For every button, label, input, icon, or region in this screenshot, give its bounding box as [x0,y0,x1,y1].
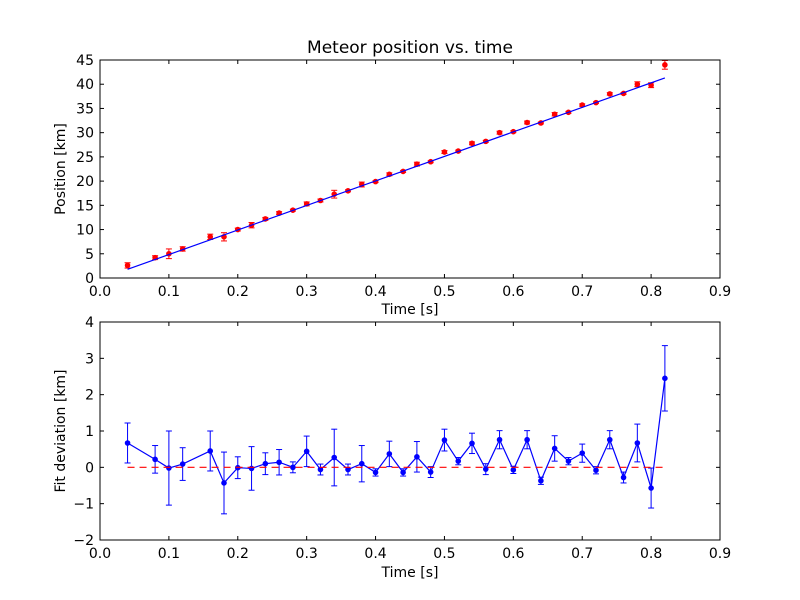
x-tick-label: 0.8 [640,284,662,300]
position-x-ticks: 0.0 0.1 0.2 0.3 0.4 0.5 0.6 0.7 0.8 0.9 [89,60,731,300]
position-x-axis-label: Time [s] [381,302,439,318]
deviation-point [303,448,310,455]
y-tick-label: 45 [76,53,94,69]
deviation-panel: 0.0 0.1 0.2 0.3 0.4 0.5 0.6 0.7 0.8 0.9 −2 −1 0 1 2 3 4… [53,315,731,581]
measurement-point [496,129,503,136]
position-y-ticks: 0 5 10 15 20 25 30 35 40 45 [76,53,720,287]
deviation-plot-area [124,345,668,515]
chart-title: Meteor position vs. time [307,38,513,58]
y-tick-label: 40 [76,77,94,93]
deviation-point [565,458,572,464]
x-tick-label: 0.6 [502,546,524,562]
deviation-point [372,469,379,476]
deviation-point [606,436,613,443]
deviation-point [152,456,158,463]
y-tick-label: 5 [85,247,94,263]
deviation-point [538,477,544,484]
deviation-y-ticks: −2 −1 0 1 2 3 4 [73,315,720,549]
deviation-point [579,450,586,456]
y-tick-label: 4 [85,315,94,331]
x-tick-label: 0.4 [364,546,386,562]
deviation-point [441,437,448,443]
deviation-point [166,465,172,471]
measurement-point [469,140,475,147]
deviation-point [290,464,296,471]
y-tick-label: −1 [73,497,94,513]
deviation-point [124,440,131,446]
measurement-point [634,81,641,88]
deviation-point [524,436,530,443]
x-tick-label: 0.3 [296,284,318,300]
x-tick-label: 0.1 [158,284,180,300]
x-tick-label: 0.7 [571,284,593,300]
measurement-point [124,262,131,269]
measurement-point [551,111,558,118]
deviation-point [662,375,668,382]
y-tick-label: 30 [76,126,94,142]
deviation-point [179,461,186,467]
y-tick-label: 15 [76,198,94,214]
x-tick-label: 0.2 [227,546,249,562]
fit-line [127,77,666,270]
deviation-point [331,454,338,461]
position-y-axis-label: Position [km] [53,123,69,215]
x-tick-label: 0.5 [433,546,455,562]
deviation-point [400,469,406,476]
position-plot-area [124,59,668,270]
deviation-point [593,467,599,474]
y-tick-label: 1 [85,424,94,440]
deviation-point [427,469,434,475]
deviation-point [620,474,627,481]
x-tick-label: 0.1 [158,546,180,562]
deviation-point [276,459,282,466]
position-panel: Meteor position vs. time 0.0 0.1 0.2 0.3 0.4… [53,38,731,318]
y-tick-label: 0 [85,460,94,476]
deviation-x-ticks: 0.0 0.1 0.2 0.3 0.4 0.5 0.6 0.7 0.8 0.9 [89,322,731,562]
measurement-point [606,91,613,97]
x-tick-label: 0.7 [571,546,593,562]
y-tick-label: 3 [85,351,94,367]
measurement-point [662,62,668,68]
deviation-line [127,378,666,489]
deviation-point [551,445,558,452]
deviation-x-axis-label: Time [s] [381,565,439,581]
deviation-point [221,480,227,486]
deviation-point [634,440,641,446]
y-tick-label: 25 [76,150,94,166]
x-tick-label: 0.4 [364,284,386,300]
y-tick-label: 10 [76,223,94,239]
x-tick-label: 0.0 [89,284,111,300]
y-tick-label: −2 [73,533,94,549]
x-tick-label: 0.9 [709,546,731,562]
deviation-y-axis-label: Fit deviation [km] [53,369,69,492]
deviation-point [207,448,214,454]
y-tick-label: 20 [76,174,94,190]
deviation-point [469,440,475,447]
x-tick-label: 0.5 [433,284,455,300]
y-tick-label: 35 [76,101,94,117]
y-tick-label: 0 [85,271,94,287]
measurement-point [207,234,214,240]
deviation-point [358,460,365,467]
deviation-point [414,453,420,460]
deviation-point [386,451,393,457]
deviation-point [510,467,517,473]
deviation-axes-frame [99,321,721,541]
y-tick-label: 2 [85,388,94,404]
measurement-point [441,149,448,155]
position-axes-frame [99,59,721,279]
deviation-point [262,460,269,467]
x-tick-label: 0.8 [640,546,662,562]
x-tick-label: 0.0 [89,546,111,562]
x-tick-label: 0.6 [502,284,524,300]
deviation-point [496,436,503,443]
deviation-point [455,458,462,464]
deviation-point [648,485,654,491]
x-tick-label: 0.3 [296,546,318,562]
x-tick-label: 0.2 [227,284,249,300]
x-tick-label: 0.9 [709,284,731,300]
measurement-point [524,119,530,126]
deviation-point [482,466,489,472]
